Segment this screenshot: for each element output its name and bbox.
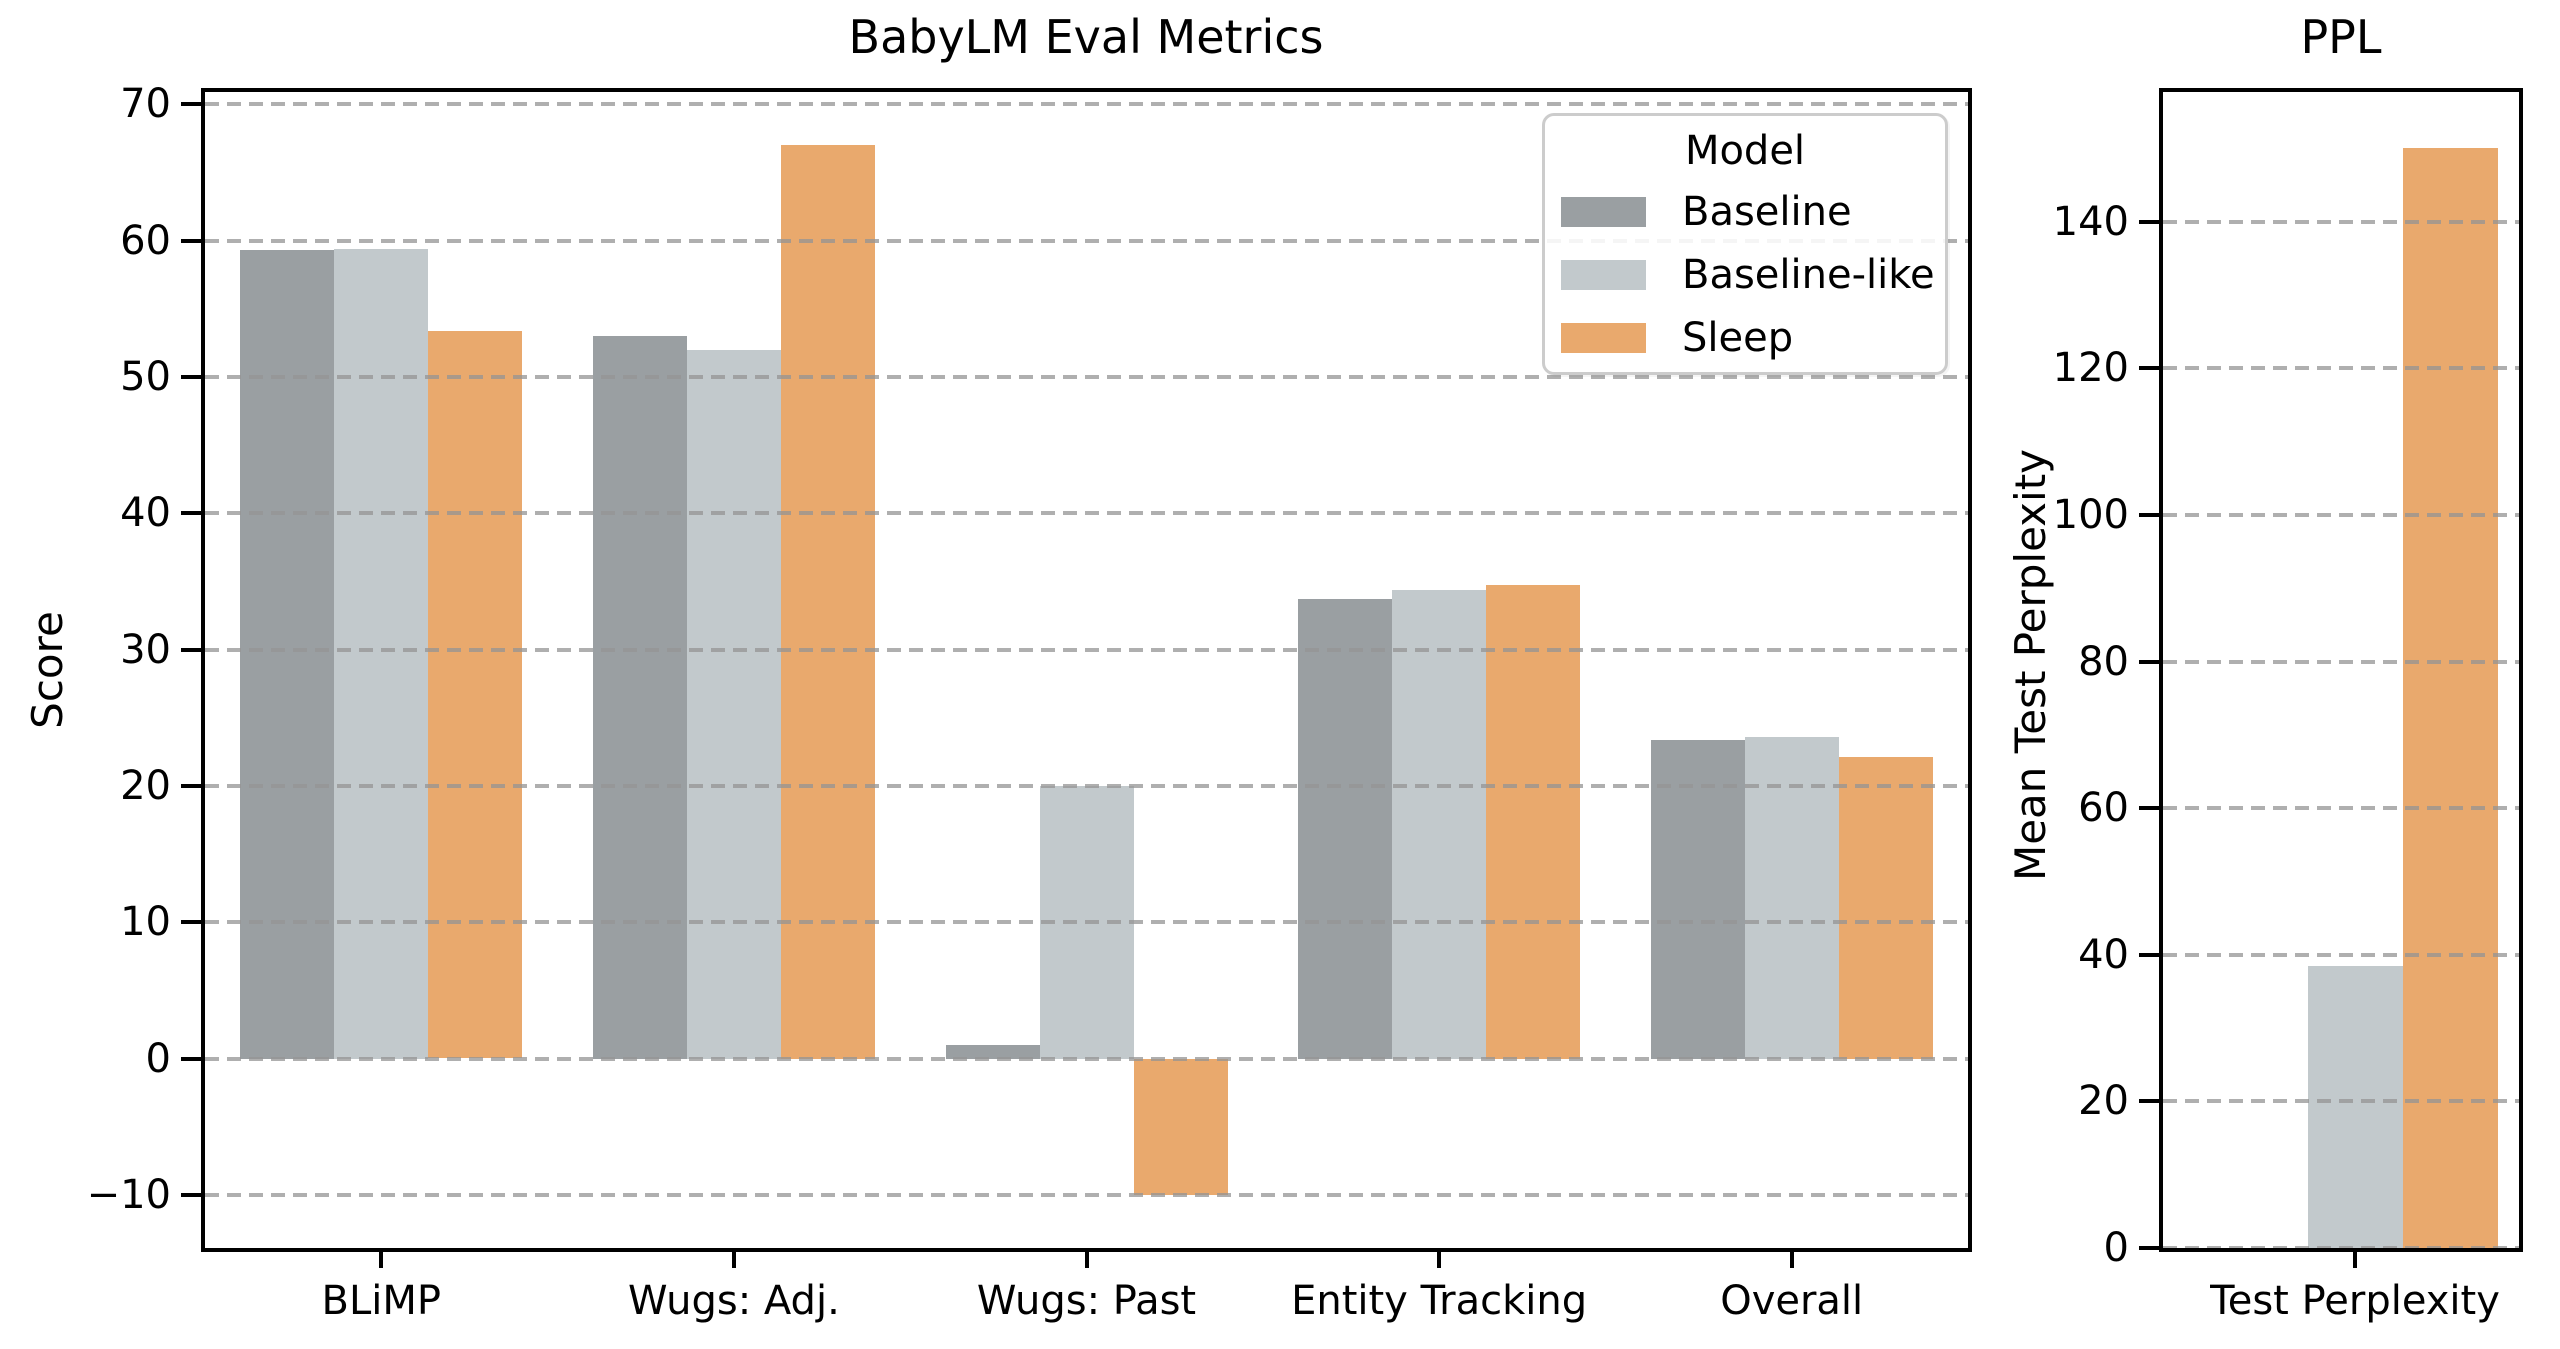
y-tick-80: [2139, 659, 2163, 664]
gridline-y-50: [205, 374, 1968, 379]
y-tick-label-80: 80: [2078, 638, 2129, 685]
bar-baseline-like-blimp: [334, 248, 429, 1059]
gridline-y-20: [2163, 1099, 2519, 1104]
legend-item-baseline-like: Baseline-like: [1545, 243, 1945, 306]
bar-sleep-overall: [1838, 757, 1933, 1059]
y-tick-label-60: 60: [2078, 785, 2129, 832]
gridline-y--10: [205, 1192, 1968, 1197]
y-tick-label-40: 40: [2078, 931, 2129, 978]
gridline-y-100: [2163, 512, 2519, 517]
x-tick-label-entity-tracking: Entity Tracking: [1291, 1278, 1588, 1324]
y-tick-60: [181, 238, 205, 243]
y-tick-label-40: 40: [120, 490, 171, 537]
y-tick-label-20: 20: [2078, 1078, 2129, 1125]
x-tick-label-overall: Overall: [1720, 1278, 1864, 1324]
left-chart-title: BabyLM Eval Metrics: [848, 10, 1324, 64]
y-tick-label-30: 30: [120, 626, 171, 673]
y-tick-10: [181, 920, 205, 925]
y-tick-40: [181, 511, 205, 516]
bar-sleep-test-perplexity: [2402, 147, 2498, 1248]
y-tick-140: [2139, 219, 2163, 224]
gridline-y-40: [205, 511, 1968, 516]
gridline-y-80: [2163, 659, 2519, 664]
bar-baseline-overall: [1650, 739, 1745, 1059]
y-tick-0: [181, 1056, 205, 1061]
legend-swatch-sleep: [1561, 322, 1646, 353]
y-tick-20: [2139, 1099, 2163, 1104]
legend-title: Model: [1684, 128, 1806, 174]
legend-label-sleep: Sleep: [1682, 314, 1794, 361]
legend: Model Baseline Baseline-like Sleep: [1542, 113, 1948, 375]
legend-item-baseline: Baseline: [1545, 180, 1945, 243]
bar-sleep-entity-tracking: [1486, 585, 1581, 1059]
bar-baseline-like-wugs-adj: [686, 349, 781, 1059]
gridline-y-0: [205, 1056, 1968, 1061]
x-tick-label-blimp: BLiMP: [321, 1278, 442, 1324]
gridline-y-0: [2163, 1246, 2519, 1250]
y-tick-label-10: 10: [120, 899, 171, 946]
gridline-y-60: [2163, 806, 2519, 811]
x-tick-wugs-past: [1084, 1252, 1089, 1268]
bar-baseline-wugs-adj: [592, 336, 687, 1059]
y-tick-40: [2139, 952, 2163, 957]
x-tick-test-perplexity: [2353, 1252, 2357, 1268]
x-tick-entity-tracking: [1437, 1252, 1442, 1268]
bar-baseline-like-overall: [1744, 736, 1839, 1059]
y-tick-label--10: −10: [86, 1171, 171, 1218]
y-tick-30: [181, 647, 205, 652]
x-tick-wugs-adj: [731, 1252, 736, 1268]
y-tick-label-0: 0: [145, 1035, 171, 1082]
x-tick-overall: [1789, 1252, 1794, 1268]
legend-item-sleep: Sleep: [1545, 306, 1945, 369]
y-tick-label-140: 140: [2052, 198, 2129, 245]
y-tick-label-60: 60: [120, 217, 171, 264]
y-tick-label-100: 100: [2052, 491, 2129, 538]
gridline-y-30: [205, 647, 1968, 652]
y-tick--10: [181, 1192, 205, 1197]
gridline-y-140: [2163, 219, 2519, 224]
gridline-y-70: [205, 102, 1968, 107]
legend-label-baseline-like: Baseline-like: [1682, 251, 1935, 298]
x-tick-blimp: [379, 1252, 384, 1268]
bar-baseline-entity-tracking: [1298, 599, 1393, 1059]
y-tick-120: [2139, 366, 2163, 371]
gridline-y-120: [2163, 366, 2519, 371]
gridline-y-60: [205, 238, 1968, 243]
gridline-y-10: [205, 920, 1968, 925]
y-tick-label-70: 70: [120, 81, 171, 128]
y-tick-label-0: 0: [2103, 1225, 2129, 1271]
bar-sleep-blimp: [428, 330, 523, 1059]
y-tick-20: [181, 783, 205, 788]
y-tick-100: [2139, 512, 2163, 517]
x-tick-label-test-perplexity: Test Perplexity: [2210, 1278, 2500, 1324]
gridline-y-40: [2163, 952, 2519, 957]
legend-swatch-baseline: [1561, 196, 1646, 227]
y-tick-label-120: 120: [2052, 345, 2129, 392]
y-tick-0: [2139, 1246, 2163, 1250]
bar-baseline-like-test-perplexity: [2307, 965, 2403, 1248]
right-chart-title: PPL: [2300, 10, 2382, 64]
y-tick-70: [181, 102, 205, 107]
bar-sleep-wugs-adj: [780, 145, 875, 1059]
y-tick-label-50: 50: [120, 353, 171, 400]
bar-baseline-blimp: [240, 250, 335, 1059]
x-tick-label-wugs-adj: Wugs: Adj.: [628, 1278, 840, 1324]
bar-sleep-wugs-past: [1133, 1058, 1228, 1195]
y-tick-60: [2139, 806, 2163, 811]
gridline-y-20: [205, 783, 1968, 788]
legend-label-baseline: Baseline: [1682, 188, 1852, 235]
y-tick-label-20: 20: [120, 762, 171, 809]
legend-swatch-baseline-like: [1561, 259, 1646, 290]
x-tick-label-wugs-past: Wugs: Past: [976, 1278, 1197, 1324]
legend-items: Baseline Baseline-like Sleep: [1545, 180, 1945, 369]
bar-baseline-wugs-past: [945, 1044, 1040, 1059]
bar-baseline-like-entity-tracking: [1392, 589, 1487, 1059]
y-tick-50: [181, 374, 205, 379]
